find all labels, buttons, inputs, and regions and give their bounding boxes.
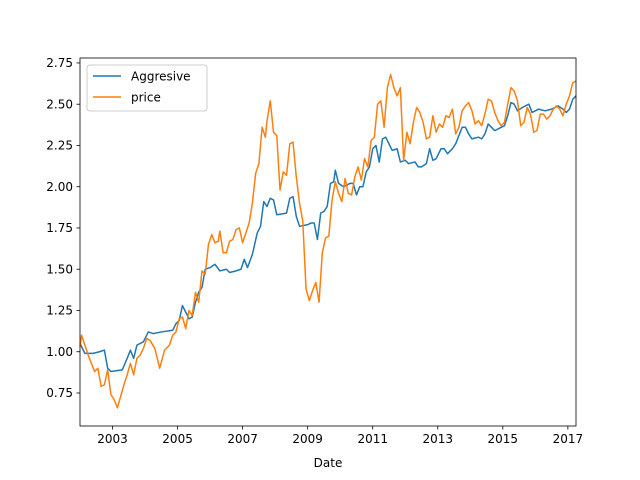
legend: Aggresive price bbox=[86, 64, 208, 112]
y-tick-label: 1.25 bbox=[46, 304, 73, 318]
y-tick-label: 2.25 bbox=[46, 139, 73, 153]
series-line-price bbox=[79, 73, 577, 409]
y-tick-label: 1.50 bbox=[46, 262, 73, 276]
y-tick-label: 2.50 bbox=[46, 97, 73, 111]
legend-label-aggresive: Aggresive bbox=[131, 70, 191, 84]
x-tick-label: 2017 bbox=[553, 432, 584, 446]
y-tick-label: 2.75 bbox=[46, 56, 73, 70]
x-axis: 2003 2005 2007 2009 2011 2013 2015 2017 bbox=[97, 426, 583, 446]
x-tick-label: 2007 bbox=[227, 432, 258, 446]
x-tick-label: 2003 bbox=[97, 432, 128, 446]
y-tick-label: 2.00 bbox=[46, 180, 73, 194]
x-tick-label: 2009 bbox=[292, 432, 323, 446]
series-line-aggresive bbox=[79, 95, 577, 373]
series-layer bbox=[79, 73, 577, 409]
y-axis: 0.75 1.00 1.25 1.50 1.75 2.00 2.25 2.50 2.75 bbox=[46, 56, 80, 400]
axes-frame bbox=[79, 57, 577, 427]
x-tick-label: 2005 bbox=[162, 432, 193, 446]
y-tick-label: 1.00 bbox=[46, 345, 73, 359]
y-tick-label: 0.75 bbox=[46, 386, 73, 400]
x-tick-label: 2011 bbox=[357, 432, 388, 446]
legend-label-price: price bbox=[131, 91, 161, 105]
plot-area bbox=[79, 57, 577, 427]
x-tick-label: 2015 bbox=[488, 432, 519, 446]
y-tick-label: 1.75 bbox=[46, 221, 73, 235]
x-tick-label: 2013 bbox=[422, 432, 453, 446]
x-axis-label: Date bbox=[314, 456, 343, 470]
